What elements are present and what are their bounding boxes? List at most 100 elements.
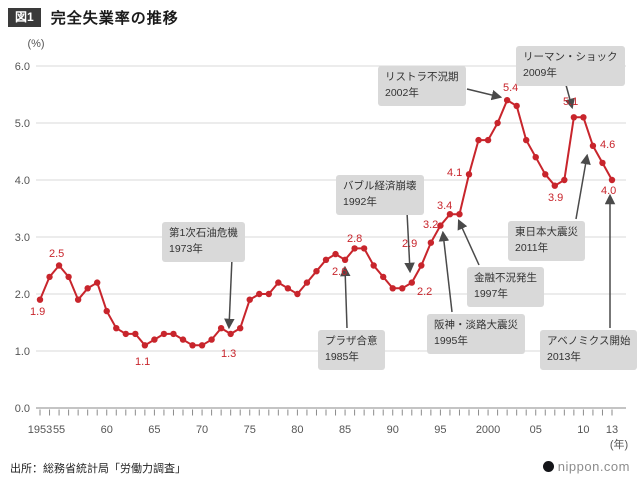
page-title: 完全失業率の推移 <box>50 10 179 27</box>
data-point <box>408 279 415 286</box>
x-axis-tick-label: 13 <box>606 424 618 436</box>
x-axis-tick-label: 65 <box>148 424 160 436</box>
data-point <box>84 285 91 292</box>
data-point <box>160 330 168 338</box>
annotation-arrow <box>575 153 591 220</box>
data-point <box>332 250 339 258</box>
data-point <box>113 325 120 332</box>
data-point <box>542 171 549 178</box>
data-point <box>151 336 158 343</box>
data-point <box>65 273 72 281</box>
x-axis-tick-label: 60 <box>101 424 113 436</box>
x-axis-tick-label: 85 <box>339 424 351 436</box>
data-point <box>608 176 616 184</box>
data-point <box>227 330 234 338</box>
data-point <box>237 325 244 332</box>
data-point <box>561 176 568 184</box>
data-point <box>217 325 225 332</box>
data-point <box>341 256 349 263</box>
data-point <box>189 342 196 349</box>
data-point <box>256 290 263 298</box>
data-point <box>275 279 282 286</box>
data-point <box>94 279 101 286</box>
data-point <box>532 154 539 161</box>
source-note: 出所：総務省統計局「労働力調査」 <box>10 463 186 475</box>
data-point <box>427 239 435 246</box>
x-axis-tick-label: 1953 <box>28 424 52 436</box>
x-axis-tick-label: 80 <box>291 424 303 436</box>
data-point <box>465 171 473 178</box>
data-point <box>36 296 44 303</box>
data-point <box>456 211 463 218</box>
annotation-arrow <box>340 265 351 329</box>
x-axis-tick-label: 70 <box>196 424 208 436</box>
y-axis-tick-label: 1.0 <box>15 346 30 358</box>
y-axis-tick-label: 5.0 <box>15 118 30 130</box>
x-axis-tick-label: 55 <box>53 424 65 436</box>
x-axis-tick-label: 90 <box>387 424 399 436</box>
data-point <box>351 245 358 252</box>
data-point <box>322 256 330 263</box>
x-axis-tick-label: 95 <box>434 424 446 436</box>
y-axis-tick-label: 4.0 <box>15 175 30 187</box>
data-point <box>589 142 597 149</box>
data-point <box>198 342 206 349</box>
data-point <box>446 211 454 218</box>
data-point <box>141 342 149 349</box>
nippon-logo-mark-icon <box>542 461 554 472</box>
x-axis-tick-label: 05 <box>530 424 542 436</box>
data-point <box>294 290 301 298</box>
y-axis-tick-label: 2.0 <box>15 289 30 301</box>
data-point <box>55 262 63 269</box>
figure-number-tag: 図1 <box>8 7 41 28</box>
data-point <box>103 307 110 315</box>
data-point <box>418 262 425 269</box>
nippon-logo: nippon.com <box>542 459 630 474</box>
data-point <box>599 159 606 167</box>
y-axis-tick-label: 6.0 <box>15 61 30 73</box>
data-point <box>122 330 129 338</box>
data-point <box>389 285 396 292</box>
annotation-arrow <box>404 211 415 274</box>
annotation-arrow <box>224 257 235 330</box>
data-point <box>46 273 53 281</box>
data-point <box>580 114 587 121</box>
x-axis-tick-label: 2000 <box>476 424 500 436</box>
data-point <box>513 102 520 110</box>
data-point <box>570 114 578 121</box>
annotation-arrow <box>564 84 575 110</box>
data-point <box>380 273 387 281</box>
data-point <box>370 262 377 269</box>
data-point <box>74 296 82 303</box>
data-point <box>437 222 444 229</box>
x-axis-tick-label: 10 <box>577 424 589 436</box>
data-point <box>475 136 482 144</box>
x-axis-tick-label: 75 <box>244 424 256 436</box>
data-point <box>284 285 292 292</box>
data-point <box>208 336 215 343</box>
data-point <box>313 268 320 275</box>
data-point <box>484 136 492 144</box>
data-point <box>360 245 368 252</box>
data-point <box>132 330 139 338</box>
data-point <box>399 285 406 292</box>
nippon-logo-text: nippon.com <box>557 459 630 474</box>
annotation-arrow <box>438 230 453 313</box>
data-point <box>523 136 530 144</box>
data-point <box>170 330 177 338</box>
data-point <box>551 182 558 189</box>
data-point <box>246 296 253 303</box>
figure-header: 図1 完全失業率の推移 <box>8 7 179 28</box>
x-axis-unit-label: (年) <box>610 437 628 451</box>
annotation-arrow <box>457 218 480 266</box>
data-point <box>503 97 511 104</box>
y-axis-tick-label: 0.0 <box>15 403 30 415</box>
data-point <box>303 279 311 286</box>
data-point <box>494 119 501 127</box>
data-point <box>179 336 187 343</box>
annotation-arrow <box>466 88 503 101</box>
y-axis-unit-label: (%) <box>27 38 44 50</box>
data-point <box>265 290 272 298</box>
